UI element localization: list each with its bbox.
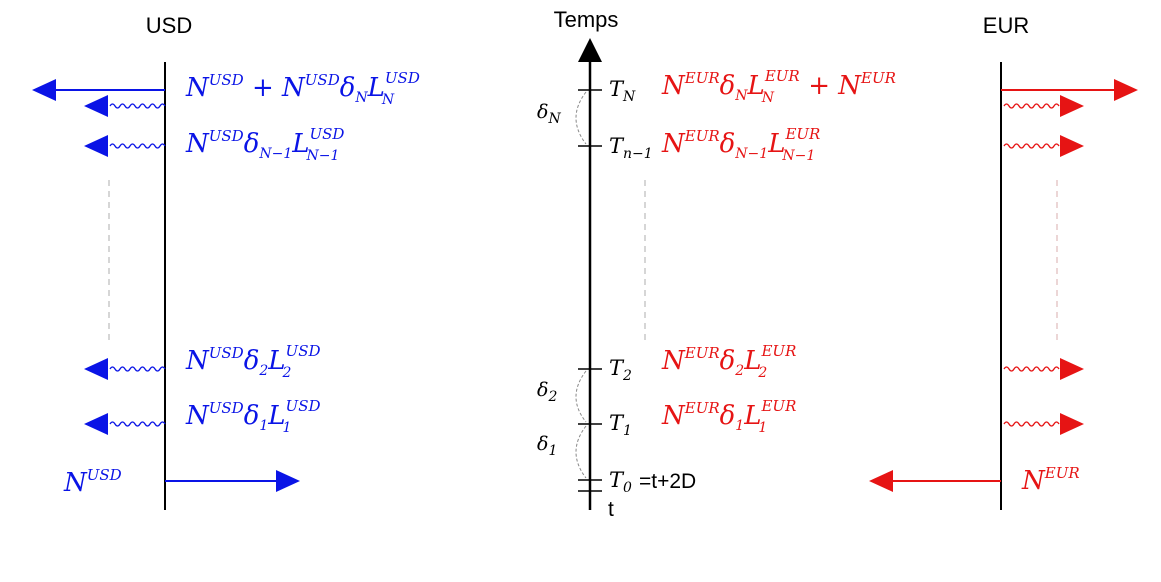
label-T0-suffix: =t+2D	[639, 470, 696, 493]
label-T1: T1	[609, 411, 632, 439]
time-header: Temps	[554, 7, 619, 32]
delta-2-label: δ2	[537, 379, 557, 405]
usd-wavy-arrow-T1	[84, 413, 166, 435]
eur-formula-Tn1: NEURδN−1LEUR N−1	[661, 125, 820, 164]
delta-N-label: δN	[537, 101, 561, 127]
label-T0: T0	[609, 468, 632, 496]
usd-header: USD	[146, 13, 192, 38]
usd-formula-Tn1: NUSDδN−1LUSD N−1	[185, 125, 344, 164]
usd-initial-straight-arrow	[165, 470, 300, 492]
delta-1-arc	[575, 425, 587, 479]
usd-wavy-arrow-Tn1	[84, 135, 166, 157]
eur-wavy-arrow-T2	[1003, 358, 1084, 380]
eur-formula-T2: NEURδ2LEUR 2	[661, 342, 796, 381]
usd-notional-initial: NUSD	[63, 466, 122, 498]
usd-final-straight-arrow	[32, 79, 165, 101]
eur-wavy-arrow-T1	[1003, 413, 1084, 435]
time-axis-arrowhead	[578, 38, 602, 62]
usd-formula-TN: NUSD + NUSDδNLUSD N	[185, 69, 420, 108]
delta-N-arc	[575, 91, 587, 145]
label-TN: TN	[609, 77, 636, 105]
eur-header: EUR	[983, 13, 1029, 38]
eur-notional-initial: NEUR	[1021, 464, 1080, 496]
label-T2: T2	[609, 356, 632, 384]
eur-wavy-arrow-Tn1	[1003, 135, 1084, 157]
label-Tn1: Tn−1	[609, 134, 653, 162]
eur-formula-T1: NEURδ1LEUR 1	[661, 397, 796, 436]
eur-wavy-arrow-TN	[1003, 95, 1084, 117]
eur-formula-TN: NEURδNLEUR N + NEUR	[661, 67, 896, 106]
usd-formula-T2: NUSDδ2LUSD 2	[185, 342, 321, 381]
usd-formula-T1: NUSDδ1LUSD 1	[185, 397, 321, 436]
delta-2-arc	[575, 370, 587, 423]
usd-wavy-arrow-TN	[84, 95, 166, 117]
label-t: t	[608, 498, 614, 521]
eur-initial-straight-arrow	[869, 470, 1001, 492]
usd-wavy-arrow-T2	[84, 358, 166, 380]
eur-final-straight-arrow	[1001, 79, 1138, 101]
delta-1-label: δ1	[537, 433, 557, 459]
